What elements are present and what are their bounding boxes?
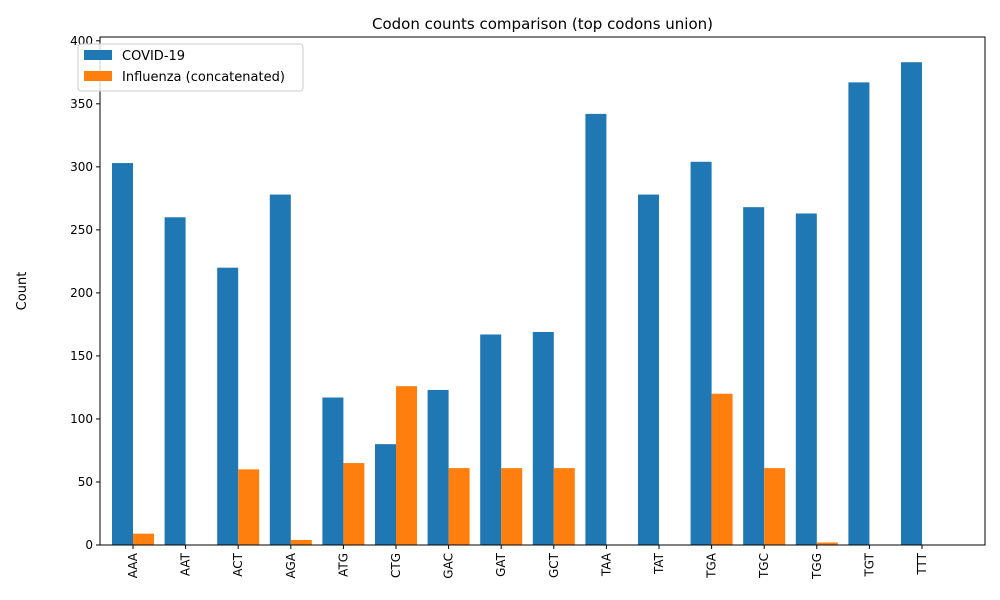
chart-title: Codon counts comparison (top codons unio… [372, 15, 713, 33]
influenza-bars-group [133, 386, 838, 545]
covid-bar-taa [585, 113, 607, 545]
x-tick-label-tga: TGA [705, 552, 719, 579]
covid-bar-aat [164, 217, 186, 545]
x-tick-label-atg: ATG [336, 553, 350, 577]
y-axis-label: Count [15, 272, 30, 311]
covid-bar-tgc [743, 207, 765, 546]
x-tick-label-tat: TAT [652, 552, 666, 575]
influenza-bar-tgc [764, 468, 786, 545]
x-tick-label-gac: GAC [442, 553, 456, 579]
influenza-bar-tga [711, 393, 733, 545]
covid-bar-tat [638, 194, 659, 545]
covid-bar-tga [690, 161, 712, 546]
x-axis-ticks: AAA AAT ACT AGA ATG CTG GAC GAT GCT TAA TAT TGA TGC T… [126, 545, 929, 580]
influenza-bar-act [238, 469, 260, 545]
y-tick-label: 300 [70, 160, 93, 174]
legend-swatch-covid [84, 50, 112, 60]
covid-bars-group [112, 62, 922, 546]
plot-frame [99, 36, 986, 546]
x-tick-label-gat: GAT [494, 552, 508, 577]
x-tick-label-taa: TAA [599, 552, 613, 577]
y-tick-label: 250 [70, 223, 93, 237]
covid-bar-gct [532, 331, 554, 545]
x-tick-label-aga: AGA [284, 552, 298, 578]
legend-box [77, 43, 304, 92]
y-tick-label: 350 [70, 97, 93, 111]
x-tick-label-ttt: TTT [915, 552, 929, 575]
x-tick-label-tgg: TGG [810, 553, 824, 580]
influenza-bar-gct [553, 468, 575, 545]
legend-label-covid: COVID-19 [122, 49, 185, 64]
covid-bar-tgg [795, 213, 817, 546]
x-tick-label-act: ACT [231, 552, 245, 576]
y-tick-label: 100 [70, 412, 93, 426]
x-tick-label-gct: GCT [547, 552, 561, 578]
covid-bar-tgt [848, 82, 870, 545]
influenza-bar-gac [448, 468, 470, 545]
influenza-bar-tgg [816, 542, 838, 545]
y-tick-label: 0 [85, 538, 93, 552]
legend-label-influenza: Influenza (concatenated) [122, 70, 285, 85]
legend: COVID-19 Influenza (concatenated) [77, 43, 304, 92]
y-tick-label: 150 [70, 349, 93, 363]
covid-bar-gac [427, 389, 449, 545]
x-tick-label-tgt: TGT [862, 552, 876, 577]
covid-bar-gat [480, 334, 502, 545]
y-tick-label: 50 [78, 475, 93, 489]
influenza-bar-aaa [133, 533, 154, 545]
influenza-bar-ctg [396, 386, 417, 545]
x-tick-label-aat: AAT [179, 552, 193, 576]
x-tick-label-tgc: TGC [757, 553, 771, 579]
covid-bar-atg [322, 397, 344, 545]
covid-bar-ttt [901, 62, 922, 546]
influenza-bar-gat [501, 468, 523, 545]
covid-bar-aaa [112, 163, 133, 546]
covid-bar-aga [269, 194, 291, 545]
covid-bar-ctg [375, 444, 396, 545]
x-tick-label-ctg: CTG [389, 553, 403, 578]
legend-swatch-influenza [84, 71, 112, 81]
covid-bar-act [217, 267, 239, 545]
y-tick-label: 200 [70, 286, 93, 300]
influenza-bar-atg [343, 463, 365, 545]
x-tick-label-aaa: AAA [126, 552, 140, 578]
influenza-bar-aga [290, 539, 312, 545]
